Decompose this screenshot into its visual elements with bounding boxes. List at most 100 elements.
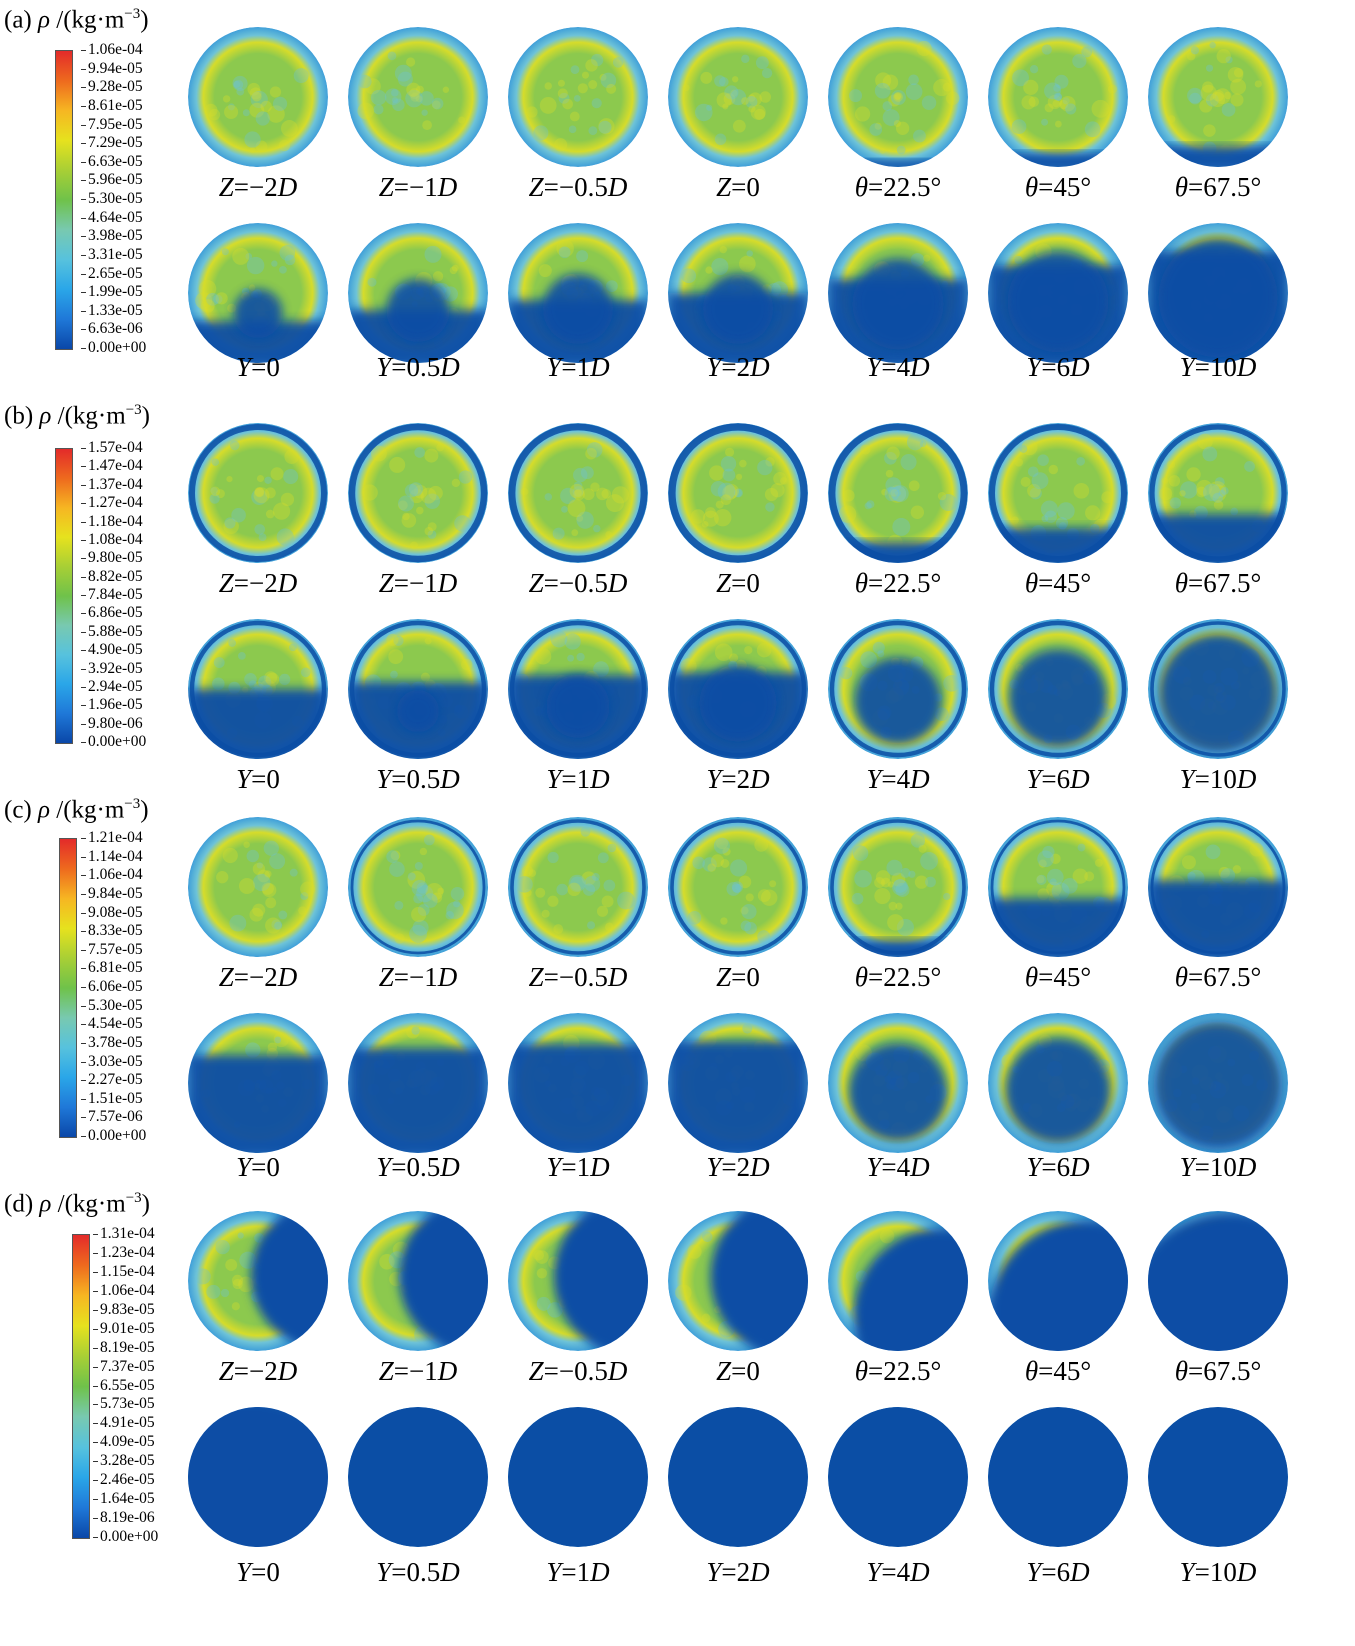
texture-spot <box>541 909 550 918</box>
slice-caption: Y=0.5D <box>376 764 460 794</box>
contour-disc <box>828 619 968 759</box>
slice-caption: θ=22.5° <box>854 1356 942 1386</box>
texture-spot <box>597 852 609 864</box>
texture-spot <box>422 893 438 908</box>
texture-spot <box>576 652 585 662</box>
low-density-region <box>988 898 1128 957</box>
colorbar-tick-label: 1.99e-05 <box>81 283 143 301</box>
texture-spot <box>682 84 690 92</box>
disc-base <box>668 423 808 563</box>
texture-spot <box>547 1302 563 1318</box>
texture-spot <box>939 493 957 512</box>
colorbar-tick-label: 6.63e-05 <box>81 152 143 170</box>
texture-spot <box>1249 842 1264 857</box>
slice-caption: θ=45° <box>1024 1356 1092 1386</box>
texture-spot <box>253 681 264 691</box>
texture-spot <box>1203 483 1221 502</box>
colorbar-tick-label: 4.91e-05 <box>93 1414 155 1432</box>
texture-spot <box>732 883 742 893</box>
texture-spot <box>588 80 598 90</box>
texture-spot <box>206 1284 221 1299</box>
contour-disc <box>508 1013 648 1153</box>
texture-spot <box>720 917 728 925</box>
texture-spot <box>943 860 952 869</box>
texture-spot <box>580 466 594 480</box>
texture-spot <box>887 914 904 931</box>
texture-spot <box>526 106 538 118</box>
disc-base <box>668 27 808 167</box>
texture-spot <box>910 505 925 519</box>
texture-spot <box>1208 481 1227 499</box>
texture-spot <box>410 541 419 550</box>
texture-spot <box>943 892 951 901</box>
contour-disc <box>188 223 328 363</box>
texture-spot <box>900 867 911 878</box>
texture-spot <box>886 859 903 876</box>
texture-spot <box>910 833 926 848</box>
texture-spot <box>245 253 253 260</box>
texture-spot <box>748 92 762 106</box>
colorbar-tick-label: 4.64e-05 <box>81 208 143 226</box>
texture-spot <box>1187 871 1196 881</box>
texture-spot <box>401 513 417 528</box>
slice-caption: Y=10D <box>1179 352 1257 382</box>
disc-base <box>348 423 488 563</box>
texture-spot <box>264 476 272 484</box>
texture-spot <box>224 104 239 120</box>
texture-spot <box>600 72 617 89</box>
texture-spot <box>409 483 421 495</box>
texture-spot <box>717 482 736 501</box>
texture-spot <box>216 871 229 884</box>
texture-spot <box>424 448 439 463</box>
contour-disc <box>988 27 1128 167</box>
texture-spot <box>584 875 601 892</box>
texture-spot <box>884 451 897 465</box>
texture-spot <box>411 879 429 897</box>
texture-spot <box>586 442 603 458</box>
texture-spot <box>391 97 399 104</box>
texture-spot <box>451 264 459 272</box>
colorbar-tick-label: 3.98e-05 <box>81 227 143 245</box>
texture-spot <box>251 489 268 505</box>
texture-spot <box>225 1258 238 1271</box>
texture-spot <box>1044 510 1057 523</box>
texture-spot <box>557 88 568 99</box>
slice-caption: Z=−0.5D <box>528 172 628 202</box>
texture-spot <box>388 649 404 665</box>
slice-caption: Y=0 <box>236 764 280 794</box>
texture-spot <box>893 92 902 100</box>
slice-caption: Y=0 <box>236 352 280 382</box>
slice-caption: θ=67.5° <box>1174 962 1262 992</box>
texture-spot <box>274 1036 282 1044</box>
texture-spot <box>887 486 896 496</box>
texture-spot <box>580 826 591 837</box>
colorbar-tick-label: 1.64e-05 <box>93 1490 155 1508</box>
texture-spot <box>585 59 598 72</box>
contour-disc <box>1148 423 1288 563</box>
texture-spot <box>923 254 931 262</box>
colorbar-tick-label: 0.00e+00 <box>80 339 147 356</box>
texture-spot <box>1081 46 1093 58</box>
texture-spot <box>255 140 268 153</box>
slice-caption: θ=22.5° <box>854 962 942 992</box>
texture-spot <box>757 889 771 903</box>
texture-spot <box>576 514 584 522</box>
texture-spot <box>919 440 927 448</box>
texture-spot <box>879 1228 895 1244</box>
panel-label: (d) ρ /(kg·m−3) <box>4 1184 150 1218</box>
texture-spot <box>598 118 615 135</box>
texture-spot <box>533 1249 544 1261</box>
texture-spot <box>573 488 585 501</box>
texture-spot <box>397 500 408 511</box>
disc-base <box>508 423 648 563</box>
texture-spot <box>596 905 609 917</box>
texture-spot <box>387 51 397 61</box>
texture-spot <box>270 467 284 481</box>
panel-label: (b) ρ /(kg·m−3) <box>4 396 150 430</box>
texture-spot <box>874 82 891 99</box>
texture-spot <box>273 1031 289 1048</box>
texture-spot <box>258 675 272 689</box>
texture-spot <box>680 658 697 675</box>
texture-spot <box>248 680 257 689</box>
disc-base <box>988 27 1128 167</box>
